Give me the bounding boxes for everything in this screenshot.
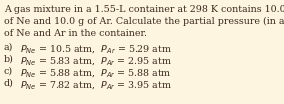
Text: of Ne and 10.0 g of Ar. Calculate the partial pressure (in atm): of Ne and 10.0 g of Ar. Calculate the pa… [4, 17, 284, 26]
Text: $P_{\mathit{Ne}}$ = 10.5 atm,  $P_{\mathit{Ar}}$ = 5.29 atm: $P_{\mathit{Ne}}$ = 10.5 atm, $P_{\mathi… [20, 43, 172, 55]
Text: d): d) [4, 79, 14, 88]
Text: a): a) [4, 43, 13, 52]
Text: b): b) [4, 55, 14, 64]
Text: $P_{\mathit{Ne}}$ = 7.82 atm,  $P_{\mathit{Ar}}$ = 3.95 atm: $P_{\mathit{Ne}}$ = 7.82 atm, $P_{\mathi… [20, 79, 172, 91]
Text: c): c) [4, 67, 13, 76]
Text: of Ne and Ar in the container.: of Ne and Ar in the container. [4, 29, 147, 38]
Text: $P_{\mathit{Ne}}$ = 5.83 atm,  $P_{\mathit{Ar}}$ = 2.95 atm: $P_{\mathit{Ne}}$ = 5.83 atm, $P_{\mathi… [20, 55, 172, 67]
Text: A gas mixture in a 1.55-L container at 298 K contains 10.0 g: A gas mixture in a 1.55-L container at 2… [4, 5, 284, 14]
Text: $P_{\mathit{Ne}}$ = 5.88 atm,  $P_{\mathit{Ar}}$ = 5.88 atm: $P_{\mathit{Ne}}$ = 5.88 atm, $P_{\mathi… [20, 67, 172, 79]
